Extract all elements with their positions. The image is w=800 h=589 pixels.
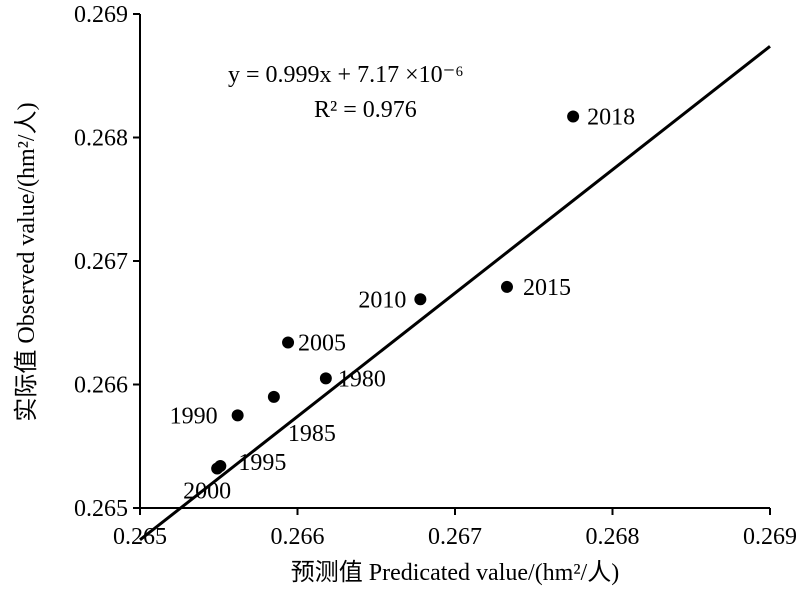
x-tick-label: 0.265 — [113, 524, 167, 550]
x-axis-title: 预测值 Predicated value/(hm²/人) — [291, 559, 619, 586]
r-squared-text: R² = 0.976 — [314, 97, 417, 123]
axes — [139, 14, 770, 509]
point-label-1980: 1980 — [338, 366, 386, 392]
data-point-1980 — [319, 372, 332, 385]
data-point-2000 — [211, 462, 224, 475]
data-points: 1980 1985 1990 1995 2000 2005 2010 2015 2018 — [170, 105, 635, 505]
point-label-1990: 1990 — [170, 403, 218, 429]
data-point-2015 — [500, 280, 513, 293]
point-label-2018: 2018 — [587, 105, 635, 131]
regression-line — [139, 45, 771, 542]
y-tick-label: 0.267 — [74, 249, 128, 275]
y-tick-label: 0.265 — [74, 496, 128, 522]
data-point-2005 — [282, 336, 295, 349]
regression-equation: y = 0.999x + 7.17 ×10⁻⁶ — [228, 62, 464, 88]
x-tick-label: 0.268 — [586, 524, 640, 550]
point-label-1985: 1985 — [288, 421, 336, 447]
x-tick-label: 0.267 — [428, 524, 482, 550]
data-point-2018 — [567, 110, 580, 123]
data-point-1985 — [267, 390, 280, 403]
point-label-2015: 2015 — [523, 275, 571, 301]
point-label-2005: 2005 — [298, 331, 346, 357]
y-tick-label: 0.266 — [74, 373, 128, 399]
point-label-1995: 1995 — [238, 450, 286, 476]
axis-ticks: 0.265 0.266 0.267 0.268 0.269 0.265 0.266 0.267… — [74, 2, 797, 550]
y-tick-label: 0.269 — [74, 2, 128, 28]
x-tick-label: 0.269 — [743, 524, 797, 550]
point-label-2010: 2010 — [358, 287, 406, 313]
x-tick-label: 0.266 — [271, 524, 325, 550]
y-tick-label: 0.268 — [74, 126, 128, 152]
data-point-2010 — [414, 293, 427, 306]
y-axis-title: 实际值 Observed value/(hm²/人) — [13, 102, 40, 421]
data-point-1990 — [231, 409, 244, 422]
point-label-2000: 2000 — [183, 478, 231, 504]
